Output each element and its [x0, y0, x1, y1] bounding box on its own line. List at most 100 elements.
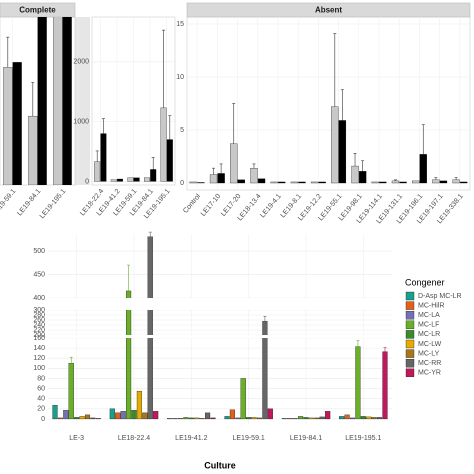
- x-tick-label: LE19-59.1: [233, 435, 265, 442]
- x-tick-label: LE19-84.1: [290, 435, 322, 442]
- plot-panel: [48, 234, 392, 425]
- bar: [246, 417, 252, 420]
- bar: [278, 181, 286, 184]
- bar: [127, 177, 134, 182]
- legend-label: MC-HilR: [418, 302, 444, 309]
- legend-label: MC-LA: [418, 312, 440, 319]
- bar: [235, 417, 241, 420]
- bar: [412, 180, 420, 184]
- bar: [188, 417, 194, 420]
- bar: [209, 174, 218, 184]
- x-tick-label: LE19-195.1: [345, 435, 381, 442]
- bar: [166, 139, 173, 182]
- legend-label: MC-LW: [418, 341, 442, 348]
- legend-swatch: [405, 330, 415, 339]
- y-tick-label: 220: [33, 327, 45, 334]
- bar: [144, 177, 150, 182]
- x-tick-label: LE19-84.1: [16, 188, 42, 217]
- bar: [319, 416, 325, 420]
- bar: [355, 346, 361, 420]
- legend-swatch: [405, 301, 415, 310]
- bar: [270, 181, 278, 184]
- y-tick-label: 1000: [73, 118, 89, 125]
- panel-title: Absent: [315, 6, 342, 15]
- bar: [298, 416, 304, 420]
- bar: [142, 412, 148, 420]
- bar: [133, 177, 140, 182]
- y-tick-label: 500: [33, 248, 45, 255]
- y-tick-label: 160: [33, 335, 45, 342]
- bar: [303, 417, 309, 420]
- bar: [28, 115, 38, 185]
- bar: [90, 417, 96, 420]
- y-tick-label: 140: [33, 345, 45, 352]
- bar: [439, 180, 448, 184]
- bar: [351, 165, 359, 184]
- bar: [172, 418, 178, 420]
- bar: [237, 179, 245, 184]
- bar: [281, 418, 287, 420]
- bar: [110, 179, 117, 182]
- bar: [94, 161, 101, 182]
- bar: [344, 414, 350, 420]
- bar: [257, 178, 266, 184]
- x-tick-label: LE17-10: [200, 193, 222, 218]
- y-tick-label: 450: [33, 271, 45, 278]
- legend-swatch: [405, 349, 415, 358]
- y-tick-label: 0: [41, 416, 45, 423]
- bar: [109, 408, 115, 420]
- bar: [52, 405, 58, 420]
- bar: [79, 416, 85, 420]
- bar: [314, 417, 320, 420]
- bar: [167, 418, 173, 420]
- bar: [391, 180, 400, 184]
- y-tick-label: 240: [33, 322, 45, 329]
- bar: [240, 378, 246, 420]
- bar: [74, 417, 80, 420]
- legend-swatch: [405, 291, 415, 301]
- legend-swatch: [405, 368, 415, 377]
- bar: [379, 181, 387, 184]
- bar: [68, 363, 74, 420]
- y-tick-label: 15: [176, 21, 184, 28]
- x-axis-title: Culture: [204, 460, 236, 470]
- bar: [153, 411, 159, 420]
- bar: [194, 417, 200, 420]
- bar: [57, 417, 63, 420]
- bar: [287, 418, 293, 420]
- bar: [325, 411, 331, 420]
- legend-label: MC-LY: [418, 350, 440, 357]
- zoom-wedge: [75, 17, 90, 185]
- bar: [150, 169, 157, 182]
- bar: [292, 418, 298, 420]
- bar: [230, 143, 238, 184]
- y-tick-label: 400: [33, 295, 45, 302]
- bar: [63, 410, 69, 420]
- bar: [338, 120, 347, 184]
- bar: [210, 417, 216, 420]
- bar: [126, 290, 132, 420]
- bar: [12, 62, 22, 185]
- y-tick-label: 5: [180, 127, 184, 134]
- axis-break: [48, 298, 392, 310]
- bar: [183, 417, 189, 420]
- bar: [62, 17, 72, 185]
- y-tick-label: 0: [180, 180, 184, 187]
- bar: [100, 133, 107, 182]
- bar: [460, 181, 468, 184]
- bar: [84, 414, 91, 420]
- x-tick-label: LE-3: [69, 435, 84, 442]
- legend-swatch: [405, 311, 415, 320]
- y-tick-label: 40: [37, 396, 45, 403]
- bar: [256, 417, 263, 420]
- bar: [250, 168, 258, 184]
- bar: [360, 416, 366, 420]
- plot-panel: [186, 16, 471, 191]
- panel-title: Complete: [19, 6, 56, 15]
- y-tick-label: 300: [33, 307, 45, 314]
- bar: [160, 107, 167, 182]
- legend-label: MC-LF: [418, 322, 439, 329]
- legend-label: D-Asp MC-LR: [418, 293, 462, 300]
- bar: [298, 181, 306, 184]
